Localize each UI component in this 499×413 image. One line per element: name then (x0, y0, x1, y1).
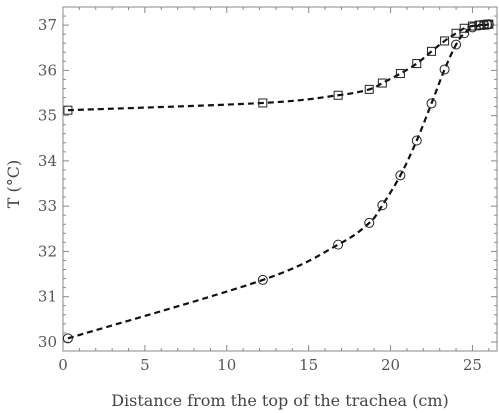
y-tick-label: 33 (38, 197, 57, 215)
square-marker (426, 46, 436, 56)
y-tick-label: 32 (38, 242, 57, 260)
square-marker (333, 90, 343, 100)
y-axis-ticks: 30 31 32 33 34 35 36 37 (38, 6, 497, 352)
x-tick-label: 5 (140, 356, 150, 374)
series-square-line (67, 23, 489, 112)
circle-marker (483, 19, 494, 30)
x-tick-label: 0 (58, 356, 68, 374)
circle-marker (478, 20, 489, 31)
circle-marker (459, 28, 470, 39)
x-tick-label: 10 (217, 356, 236, 374)
y-tick-label: 36 (38, 61, 57, 79)
circle-marker (451, 39, 462, 50)
square-marker (377, 78, 387, 88)
x-axis-label: Distance from the top of the trachea (cm… (111, 391, 449, 410)
circle-marker (426, 98, 437, 109)
circle-marker (377, 200, 388, 211)
x-axis-ticks: 0 5 10 15 20 25 (58, 7, 490, 374)
circle-marker (364, 217, 375, 228)
square-marker (258, 98, 268, 108)
circle-marker (257, 274, 268, 285)
circle-marker (333, 239, 344, 250)
circle-marker (439, 64, 450, 75)
series-circle-line (67, 23, 490, 340)
y-axis-label: T (°C) (4, 160, 23, 208)
circle-marker (62, 333, 73, 344)
series-layer (62, 19, 494, 344)
x-tick-label: 20 (381, 356, 400, 374)
square-marker (63, 105, 73, 115)
circle-marker (467, 22, 478, 33)
square-marker (364, 84, 374, 94)
square-marker (440, 36, 450, 46)
plot-frame (62, 6, 498, 352)
y-tick-label: 30 (38, 333, 57, 351)
x-tick-label: 25 (463, 356, 482, 374)
circle-marker (395, 170, 406, 181)
y-tick-label: 31 (38, 288, 57, 306)
circle-marker (473, 20, 484, 31)
y-tick-label: 35 (38, 107, 57, 125)
y-tick-label: 34 (38, 152, 57, 170)
square-marker (395, 69, 405, 79)
x-tick-label: 15 (299, 356, 318, 374)
square-marker (412, 59, 422, 69)
circle-marker (411, 135, 422, 146)
y-tick-label: 37 (38, 16, 57, 34)
